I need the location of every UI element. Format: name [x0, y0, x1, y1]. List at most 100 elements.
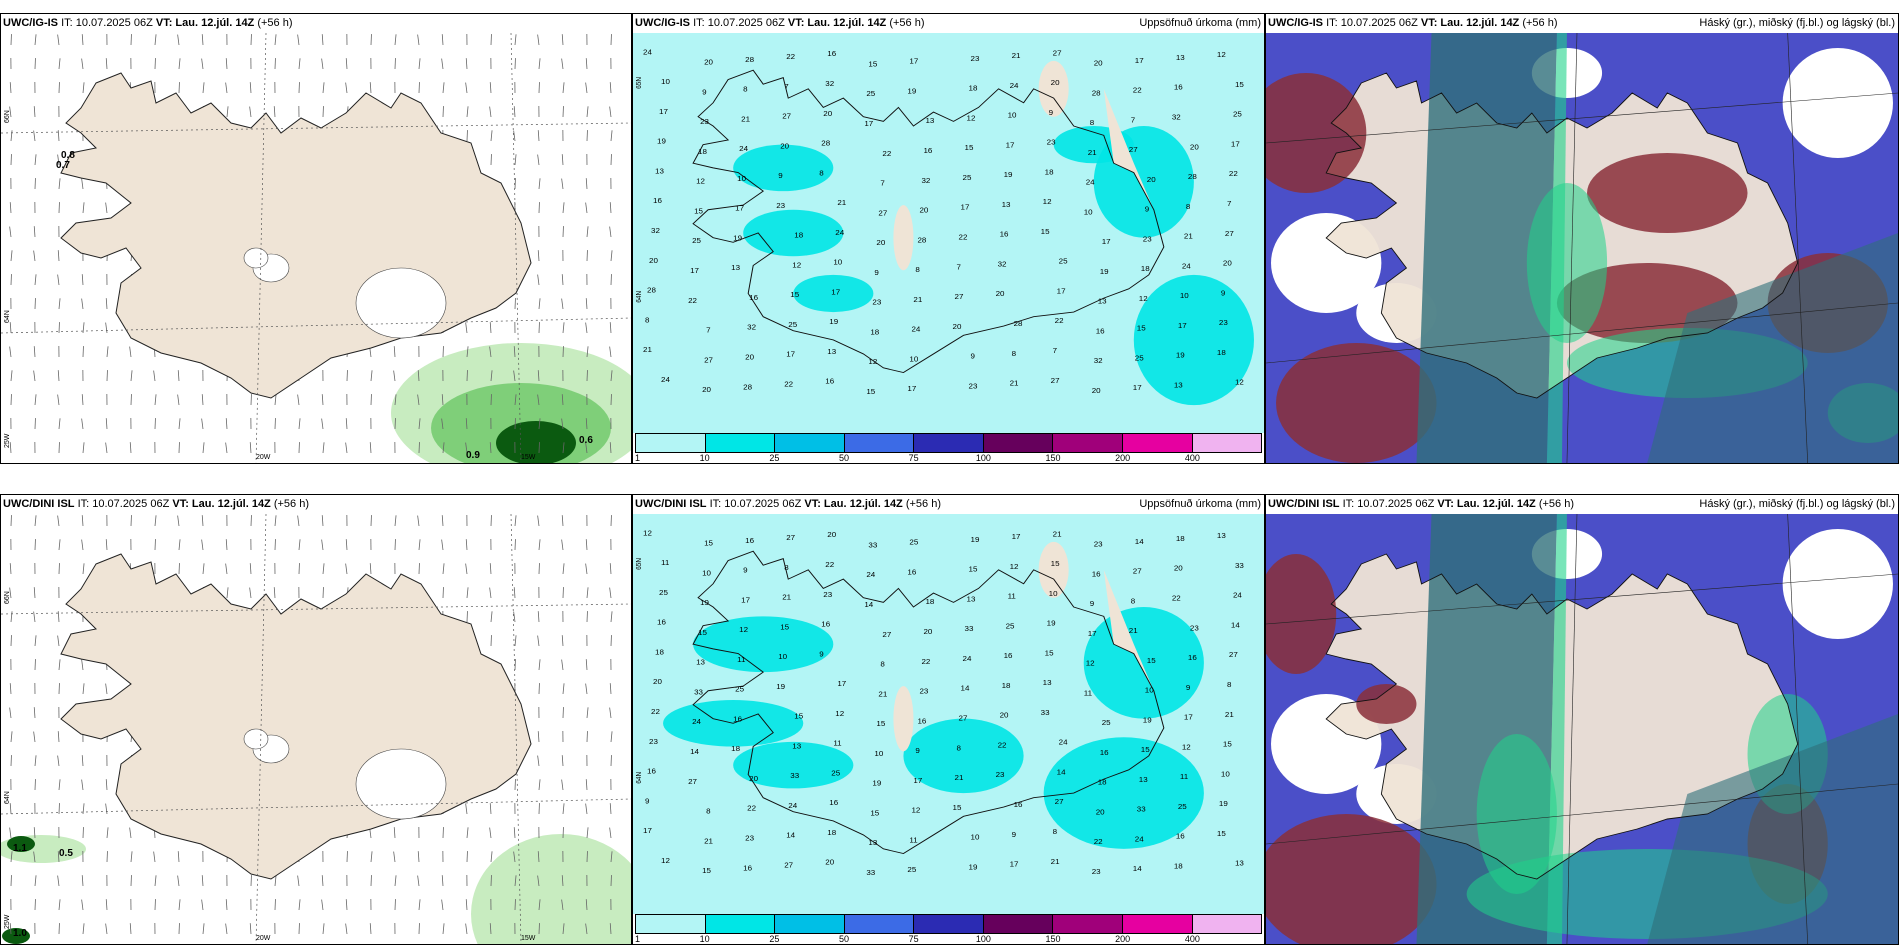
precip-map: 65N 64N 24 20 28 22 16 15 17 23 21 27 20 17 13 12 10 9 8 7 3… — [633, 33, 1264, 433]
precip-value: 17 — [1178, 321, 1187, 330]
precip-value: 23 — [745, 834, 754, 843]
colorbar-swatch — [1192, 915, 1262, 933]
precip-value: 8 — [957, 744, 961, 753]
cloud-map — [1266, 33, 1898, 463]
precip-value: 9 — [1186, 683, 1190, 692]
precip-value: 20 — [1051, 78, 1060, 87]
precip-value: 28 — [1188, 172, 1197, 181]
precip-value: 33 — [965, 624, 974, 633]
precip-value: 7 — [706, 326, 710, 335]
precip-value: 15 — [1137, 324, 1146, 333]
panel-wind-dini: UWC/DINI ISL IT: 10.07.2025 06Z VT: Lau.… — [0, 494, 632, 945]
precip-value: 32 — [921, 176, 930, 185]
precip-value: 28 — [743, 383, 752, 392]
precip-value: 27 — [1055, 797, 1064, 806]
lon-label: 15W — [521, 935, 536, 942]
precip-value: 14 — [690, 747, 700, 756]
precip-value: 8 — [784, 563, 788, 572]
precip-value: 19 — [1047, 619, 1056, 628]
precip-value: 25 — [1102, 718, 1111, 727]
precip-value: 17 — [786, 350, 795, 359]
precip-value: 18 — [925, 597, 934, 606]
precip-value: 12 — [1086, 659, 1095, 668]
precip-value: 21 — [1010, 379, 1019, 388]
precip-value: 17 — [1012, 532, 1021, 541]
precip-value: 20 — [1223, 259, 1232, 268]
lat-label: 64N — [636, 291, 643, 303]
precip-value: 12 — [911, 806, 920, 815]
panel-wind-igis: UWC/IG-IS IT: 10.07.2025 06Z VT: Lau. 12… — [0, 13, 632, 464]
valid-time-label: VT: — [155, 17, 173, 29]
precip-value: 32 — [825, 79, 834, 88]
iceland-landmass — [60, 553, 532, 880]
precip-value: 18 — [1141, 264, 1150, 273]
colorbar-tick-label: 200 — [1115, 934, 1131, 944]
precip-value: 0.7 — [56, 160, 70, 171]
colorbar-tick-label: 200 — [1115, 453, 1131, 463]
precip-value: 21 — [1051, 857, 1060, 866]
precip-value: 23 — [1094, 540, 1103, 549]
precip-value: 8 — [706, 807, 710, 816]
precip-value: 17 — [1088, 629, 1097, 638]
colorbar-tick-label: 1 — [635, 453, 641, 463]
precip-value: 19 — [969, 863, 978, 872]
precip-value: 10 — [909, 355, 918, 364]
precip-value: 22 — [747, 804, 756, 813]
precip-value: 22 — [784, 380, 793, 389]
precip-value: 17 — [643, 826, 652, 835]
precip-value: 0.5 — [59, 848, 73, 859]
precip-value: 17 — [690, 266, 699, 275]
precip-value: 27 — [955, 292, 964, 301]
precip-value: 14 — [1057, 768, 1067, 777]
precip-value: 25 — [909, 538, 918, 547]
precip-value: 15 — [870, 809, 879, 818]
precip-value: 22 — [688, 296, 697, 305]
panel-precip-igis: UWC/IG-IS IT: 10.07.2025 06Z VT: Lau. 12… — [632, 13, 1265, 464]
precip-value: 18 — [1098, 778, 1107, 787]
iceland-coastline — [692, 69, 1165, 374]
precip-value: 17 — [913, 776, 922, 785]
precip-value: 21 — [1184, 232, 1193, 241]
graticule — [1266, 33, 1898, 463]
precip-value: 8 — [1053, 827, 1057, 836]
precip-value: 27 — [878, 209, 887, 218]
precip-value: 17 — [1010, 860, 1019, 869]
precip-value: 24 — [739, 144, 749, 153]
precip-value: 21 — [955, 773, 964, 782]
precip-value: 12 — [1235, 378, 1244, 387]
cloud-map-svg — [1266, 514, 1898, 944]
precip-value: 22 — [959, 233, 968, 242]
precip-value: 12 — [1043, 197, 1052, 206]
precip-value: 18 — [655, 648, 664, 657]
precip-value: 10 — [702, 569, 711, 578]
precip-value: 15 — [1147, 656, 1156, 665]
panel-title: Háský (gr.), miðský (fj.bl.) og lágský (… — [1699, 498, 1895, 510]
precip-value: 23 — [872, 298, 881, 307]
colorbar-tick-label: 25 — [769, 934, 780, 944]
precip-value: 13 — [868, 838, 877, 847]
precip-value: 27 — [1051, 376, 1060, 385]
precip-value: 9 — [915, 746, 919, 755]
precip-value: 33 — [694, 688, 703, 697]
precip-value: 24 — [788, 801, 798, 810]
iceland-coastline — [1325, 553, 1799, 880]
precip-value: 27 — [1229, 651, 1238, 660]
precip-value: 7 — [1053, 346, 1057, 355]
precip-value: 27 — [1053, 49, 1062, 58]
precip-value: 12 — [835, 709, 844, 718]
precip-value: 23 — [996, 771, 1005, 780]
precip-value: 33 — [1137, 805, 1146, 814]
precip-value: 20 — [1147, 175, 1156, 184]
glacier — [243, 728, 269, 750]
precip-value: 13 — [655, 167, 664, 176]
precip-value: 15 — [868, 60, 877, 69]
precip-value: 18 — [1217, 348, 1226, 357]
panel-title: Uppsöfnuð úrkoma (mm) — [1139, 17, 1261, 29]
graticule — [1, 33, 631, 463]
valid-time: Lau. 12.júl. 14Z — [807, 17, 887, 29]
precip-value: 33 — [790, 771, 799, 780]
precip-value: 25 — [692, 236, 701, 245]
precip-value: 24 — [1135, 835, 1145, 844]
precip-value: 10 — [1008, 111, 1017, 120]
precip-value: 9 — [819, 650, 823, 659]
